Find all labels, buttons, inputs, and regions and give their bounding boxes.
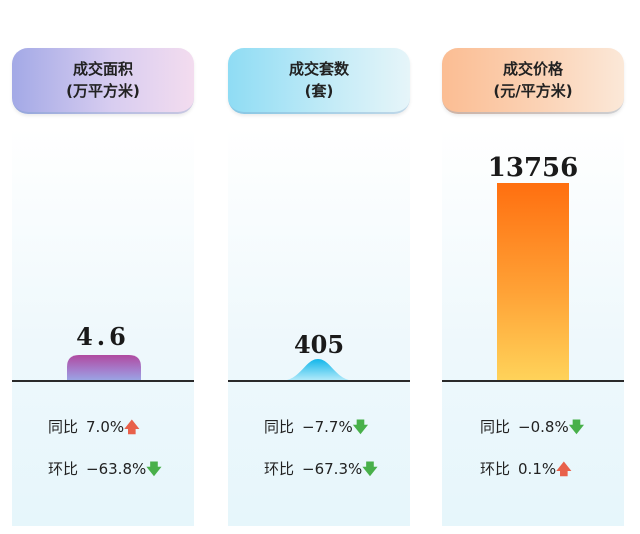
mom-units-value: −67.3% — [302, 460, 363, 478]
arrow-down-icon: 🡇 — [352, 418, 369, 436]
yoy-area-value: 7.0% — [86, 418, 125, 436]
mom-area: 环比 −63.8%🡇 — [48, 458, 162, 484]
header-area-unit: (万平方米) — [66, 82, 140, 100]
header-area: 成交面积 (万平方米) — [12, 48, 194, 114]
arrow-up-icon: 🡅 — [124, 418, 140, 436]
yoy-units-label: 同比 — [264, 418, 295, 436]
value-label-price: 13756 — [487, 153, 579, 183]
header-units-unit: (套) — [304, 82, 334, 100]
bar-price — [497, 183, 569, 381]
header-price-title: 成交价格 — [502, 60, 563, 78]
header-price-unit: (元/平方米) — [493, 82, 573, 100]
yoy-area-label: 同比 — [48, 418, 79, 436]
mom-area-value: −63.8% — [86, 460, 147, 478]
arrow-up-icon: 🡅 — [556, 460, 572, 478]
mom-price: 环比 0.1%🡅 — [480, 458, 572, 484]
yoy-price: 同比 −0.8%🡇 — [480, 416, 584, 442]
arrow-down-icon: 🡇 — [568, 418, 585, 436]
mom-area-label: 环比 — [48, 460, 79, 478]
bar-area — [67, 355, 141, 381]
baseline-units — [228, 380, 410, 382]
arrow-down-icon: 🡇 — [362, 460, 378, 478]
panel-area — [12, 128, 194, 526]
mom-units: 环比 −67.3%🡇 — [264, 458, 378, 484]
value-label-area: 4.6 — [76, 322, 130, 351]
value-label-units: 405 — [293, 330, 345, 359]
baseline-price — [442, 380, 624, 382]
mom-price-label: 环比 — [480, 460, 511, 478]
mom-price-value: 0.1% — [518, 460, 557, 478]
yoy-units-value: −7.7% — [302, 418, 353, 436]
baseline-area — [12, 380, 194, 382]
header-area-title: 成交面积 — [72, 60, 133, 78]
bar-units — [280, 359, 356, 381]
mom-units-label: 环比 — [264, 460, 295, 478]
panel-units — [228, 128, 410, 526]
yoy-units: 同比 −7.7%🡇 — [264, 416, 368, 442]
header-units: 成交套数 (套) — [228, 48, 410, 114]
header-units-title: 成交套数 — [288, 60, 349, 78]
arrow-down-icon: 🡇 — [146, 460, 162, 478]
header-price: 成交价格 (元/平方米) — [442, 48, 624, 114]
yoy-price-label: 同比 — [480, 418, 511, 436]
yoy-price-value: −0.8% — [518, 418, 569, 436]
yoy-area: 同比 7.0%🡅 — [48, 416, 140, 442]
